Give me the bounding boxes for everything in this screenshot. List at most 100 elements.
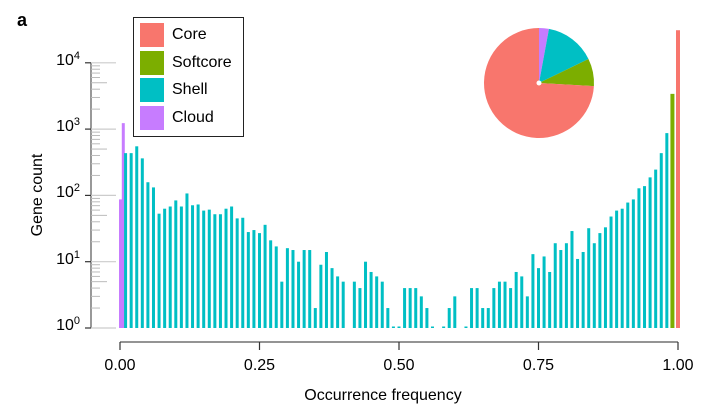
bar-shell (369, 271, 373, 328)
bar-shell (470, 288, 474, 328)
bar-shell (269, 240, 273, 328)
bar-shell (598, 233, 602, 328)
bar-shell (615, 210, 619, 328)
bar-shell (263, 224, 267, 328)
bar-shell (531, 254, 535, 328)
panel-label: a (17, 10, 28, 30)
bar-shell (386, 308, 390, 328)
bar-shell (218, 214, 222, 328)
bar-shell (302, 250, 306, 328)
legend-label: Cloud (172, 109, 214, 126)
bar-shell (179, 206, 183, 328)
pie-slice-cloud (539, 28, 549, 83)
y-axis-label: Gene count (29, 153, 46, 237)
bar-shell (453, 296, 457, 328)
bar-shell (659, 153, 663, 328)
bar-shell (235, 218, 239, 328)
bar-shell (230, 206, 234, 328)
bar-shell (425, 308, 429, 328)
bar-shell (408, 288, 412, 328)
bar-shell (124, 153, 128, 328)
x-tick-label: 0.25 (243, 357, 276, 374)
bar-shell (330, 268, 334, 328)
bar-shell (375, 276, 379, 328)
bar-shell (291, 250, 295, 328)
bar-softcore (670, 93, 675, 328)
bar-shell (503, 281, 507, 328)
legend-item-softcore: Softcore (140, 51, 232, 75)
bar-shell (207, 209, 211, 328)
bar-shell (559, 250, 563, 328)
bar-shell (241, 217, 245, 328)
bar-shell (168, 206, 172, 328)
bar-shell (475, 288, 479, 328)
bar-shell (163, 208, 167, 328)
bar-shell (280, 281, 284, 328)
bar-shell (297, 261, 301, 328)
y-tick-label: 101 (56, 248, 80, 268)
bar-shell (274, 246, 278, 328)
y-tick-label: 100 (56, 315, 80, 334)
bar-shell (603, 227, 607, 328)
bar-cloud (119, 199, 122, 328)
legend-item-core: Core (140, 23, 207, 47)
bar-shell (151, 187, 155, 328)
bar-shell (497, 281, 501, 328)
bar-shell (643, 186, 647, 328)
y-tick-label: 104 (56, 49, 80, 69)
bar-shell (191, 205, 195, 328)
bar-shell (548, 271, 552, 328)
bar-shell (620, 208, 624, 328)
bar-shell (140, 158, 144, 328)
bar-shell (430, 326, 434, 328)
bar-shell (252, 230, 256, 328)
bar-shell (196, 204, 200, 328)
bar-shell (447, 308, 451, 328)
bar-shell (341, 281, 345, 328)
bars (119, 30, 680, 329)
bar-shell (336, 276, 340, 328)
bar-shell (135, 146, 139, 328)
bar-shell (570, 231, 574, 328)
y-tick-label: 103 (56, 116, 80, 136)
bar-cloud (121, 123, 125, 329)
bar-shell (564, 243, 568, 328)
legend-item-shell: Shell (140, 78, 208, 102)
bar-shell (352, 281, 356, 328)
bar-shell (174, 200, 178, 328)
bar-shell (442, 326, 446, 328)
bar-shell (492, 288, 496, 328)
x-tick-label: 0.75 (522, 357, 555, 374)
bar-shell (520, 276, 524, 328)
bar-shell (525, 296, 529, 328)
bar-shell (464, 326, 468, 328)
bar-shell (358, 288, 362, 328)
bar-shell (380, 281, 384, 328)
legend-label: Shell (172, 81, 208, 98)
bar-shell (319, 264, 323, 328)
bar-shell (665, 133, 669, 328)
bar-shell (587, 228, 591, 328)
bar-shell (157, 213, 161, 328)
bar-shell (185, 193, 189, 328)
legend-swatch-softcore (140, 51, 164, 75)
bar-shell (576, 258, 580, 328)
legend-item-cloud: Cloud (140, 106, 214, 130)
bar-shell (397, 326, 401, 328)
x-axis-label: Occurrence frequency (304, 387, 462, 404)
bar-shell (654, 169, 658, 328)
legend-label: Core (172, 26, 207, 43)
bar-shell (581, 252, 585, 328)
y-tick-label: 102 (56, 182, 80, 202)
bar-shell (129, 153, 133, 328)
bar-shell (213, 214, 217, 328)
bar-shell (631, 199, 635, 328)
bar-shell (202, 210, 206, 328)
pie-slice-softcore (539, 58, 594, 87)
x-tick-label: 1.00 (662, 357, 694, 374)
axes (85, 62, 679, 350)
bar-shell (637, 188, 641, 328)
bar-shell (592, 243, 596, 328)
bar-shell (542, 256, 546, 328)
